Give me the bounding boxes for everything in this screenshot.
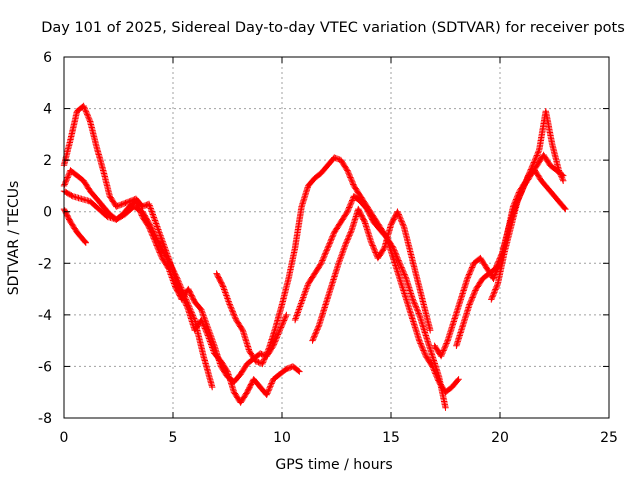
x-tick-label: 0 <box>60 430 69 446</box>
x-tick-label: 20 <box>491 430 509 446</box>
y-tick-label: -2 <box>38 256 52 272</box>
y-tick-label: -8 <box>38 411 52 427</box>
y-tick-label: 6 <box>43 50 52 66</box>
plot-frame <box>63 56 610 419</box>
y-tick-label: 2 <box>43 153 52 169</box>
point-markers <box>431 108 567 360</box>
point-markers <box>309 205 434 344</box>
axis-ticks: 0 5 10 15 20 25 -8 -6 -4 -2 0 2 4 6 <box>38 50 618 446</box>
y-tick-label: -6 <box>38 359 52 375</box>
series-track-4 <box>60 187 216 391</box>
point-markers <box>60 102 303 406</box>
point-markers <box>60 187 216 391</box>
point-markers <box>291 193 449 411</box>
chart-title: Day 101 of 2025, Sidereal Day-to-day VTE… <box>41 20 625 36</box>
x-tick-label: 25 <box>600 430 618 446</box>
series-track-6 <box>291 193 449 411</box>
series-track-7 <box>309 205 434 344</box>
series-track-9 <box>453 167 569 349</box>
data-points <box>60 102 569 411</box>
x-axis-label: GPS time / hours <box>275 457 392 473</box>
series-track-8 <box>431 108 567 360</box>
y-tick-label: -4 <box>38 308 52 324</box>
x-tick-label: 5 <box>169 430 178 446</box>
point-markers <box>453 167 569 349</box>
series-track-10 <box>488 151 567 303</box>
x-tick-label: 15 <box>382 430 400 446</box>
y-tick-label: 4 <box>43 102 52 118</box>
series-track-1 <box>60 102 303 406</box>
x-tick-label: 10 <box>273 430 291 446</box>
y-tick-label: 0 <box>43 205 52 221</box>
y-axis-label: SDTVAR / TECUs <box>6 181 22 296</box>
point-markers <box>488 151 567 303</box>
grid-layer <box>64 57 609 418</box>
